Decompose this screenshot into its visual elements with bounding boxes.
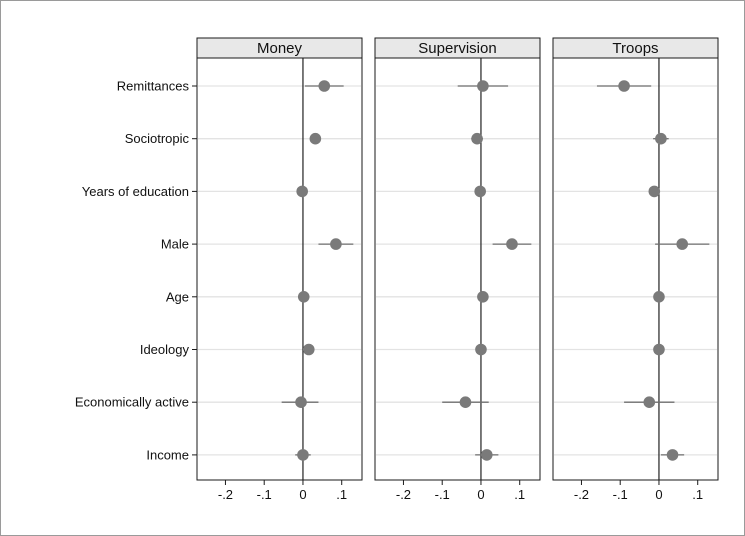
row-label: Sociotropic [125, 131, 190, 146]
estimate-point-troops [676, 238, 689, 250]
x-tick-label-money: 0 [299, 487, 306, 502]
panel-strip-troops [552, 37, 719, 59]
x-tick-label-troops: -.2 [574, 487, 589, 502]
x-tick-label-money: -.1 [257, 487, 272, 502]
row-label: Economically active [75, 395, 189, 410]
estimate-point-money [302, 343, 315, 356]
x-tick-label-supervision: 0 [477, 487, 484, 502]
row-label: Remittances [117, 79, 190, 94]
estimate-point-troops [618, 80, 630, 92]
row-label: Male [161, 237, 189, 252]
estimate-point-money [309, 132, 322, 145]
panel-plot-area-supervision [374, 57, 541, 481]
panel-strip-supervision [374, 37, 541, 59]
x-tick-label-supervision: .1 [514, 487, 525, 502]
estimate-point-troops [666, 449, 679, 461]
estimate-point-money [297, 449, 309, 461]
row-label: Income [146, 447, 189, 462]
x-tick-label-money: -.2 [218, 487, 233, 502]
estimate-point-money [295, 396, 307, 409]
estimate-point-supervision [506, 238, 518, 250]
x-tick-label-troops: 0 [655, 487, 662, 502]
estimate-point-money [318, 80, 331, 92]
estimate-point-troops [648, 185, 661, 198]
estimate-point-money [296, 185, 308, 198]
x-tick-label-troops: -.1 [613, 487, 628, 502]
row-label: Ideology [140, 342, 190, 357]
x-tick-label-money: .1 [336, 487, 347, 502]
estimate-point-supervision [474, 185, 486, 198]
panel-plot-area-money [196, 57, 363, 481]
panel-title-money: Money [257, 40, 303, 57]
x-tick-label-troops: .1 [692, 487, 703, 502]
x-tick-label-supervision: -.2 [396, 487, 411, 502]
row-label: Years of education [82, 184, 189, 199]
estimate-point-supervision [480, 449, 493, 461]
estimate-point-troops [653, 291, 665, 303]
estimate-point-supervision [459, 396, 472, 409]
panel-strip-money [196, 37, 363, 59]
panel-plot-area-troops [552, 57, 719, 481]
estimate-point-troops [655, 132, 667, 145]
estimate-point-troops [653, 343, 665, 356]
estimate-point-supervision [471, 132, 483, 145]
panel-title-troops: Troops [612, 40, 658, 57]
panel-title-supervision: Supervision [418, 40, 496, 57]
estimate-point-money [330, 238, 342, 250]
estimate-point-troops [643, 396, 656, 409]
estimate-point-supervision [477, 291, 489, 303]
estimate-point-money [297, 291, 310, 303]
estimate-point-supervision [475, 343, 487, 356]
x-tick-label-supervision: -.1 [435, 487, 450, 502]
estimate-point-supervision [477, 80, 489, 92]
row-label: Age [166, 289, 189, 304]
